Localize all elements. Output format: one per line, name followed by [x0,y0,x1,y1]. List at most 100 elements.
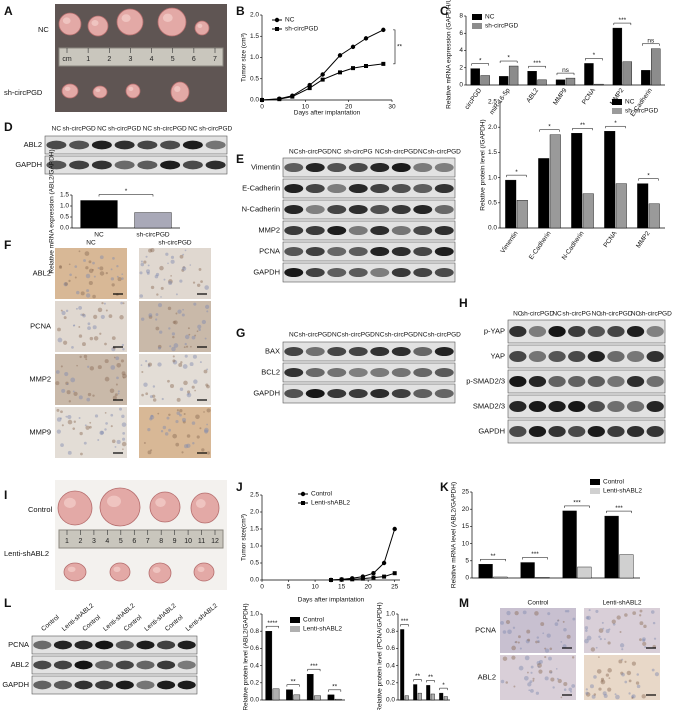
legend-label: NC [285,17,295,24]
ihc-texture [148,248,153,253]
ihc-texture [71,346,74,349]
ihc-texture [525,639,530,644]
ihc-texture [104,376,110,382]
blot-band [568,350,586,363]
ihc-texture [512,626,516,629]
ihc-texture [59,417,62,420]
ihc-texture [608,677,611,680]
ihc-texture [614,693,617,696]
tumor-highlight [128,86,134,91]
y-tick-label: 0.0 [250,577,259,584]
ihc-texture [67,414,72,420]
tumor [116,8,144,36]
ihc-texture [78,326,81,328]
ihc-texture [182,420,186,424]
x-tick-label: 15 [338,584,346,591]
blot-band [284,183,304,194]
ihc-texture [544,655,547,659]
lane-label: NC [513,311,523,318]
ihc-texture [616,615,621,620]
y-axis-label: Tumor size (cm³) [241,33,248,82]
ihc-texture [184,444,189,449]
ihc-texture [528,689,531,692]
blot-band [370,162,390,173]
significance-bracket [265,625,279,629]
bar [413,684,418,701]
y-tick-label: 0.5 [250,560,259,567]
ihc-texture [563,681,568,687]
ihc-texture [628,692,631,695]
row-label: Vimentin [251,162,280,171]
ihc-texture [187,327,190,330]
ihc-texture [155,313,159,316]
ihc-texture [529,680,533,684]
ihc-texture [89,421,92,424]
ihc-texture [187,393,190,396]
ihc-texture [615,694,620,700]
point [360,576,365,581]
bar [480,75,490,86]
ihc-texture [547,612,551,616]
significance: ** [332,684,338,691]
y-tick-label: 1.5 [488,149,497,156]
panel-letter: H [459,296,468,310]
ihc-texture [192,354,197,359]
ihc-texture [626,670,632,676]
ihc-texture [87,326,91,331]
ihc-texture [196,283,201,288]
ihc-texture [526,629,531,634]
lane-label: sh-circPGD [599,311,633,318]
panel-letter: G [236,326,245,340]
ihc-texture [148,315,153,319]
ihc-texture [70,377,76,383]
ihc-texture [119,407,122,411]
ihc-texture [557,619,559,622]
ihc-texture [172,355,175,358]
blot-band [284,388,304,399]
ihc-texture [152,385,156,388]
y-tick-label: 1.0 [250,54,259,61]
ihc-texture [176,411,181,416]
blot-band [348,204,368,215]
ihc-texture [537,640,540,643]
lane-label: sh-circPGD [199,126,233,133]
row-label: MMP9 [29,427,51,436]
ihc-texture [562,620,565,623]
ihc-texture [117,277,122,282]
ihc-texture [591,694,596,699]
ihc-texture [600,677,605,681]
blot-strip [31,635,198,655]
y-tick-label: 2.0 [250,12,259,19]
ihc-texture [179,413,182,417]
blot-band [177,680,196,690]
ihc-texture [172,320,176,324]
column-label: sh-circPGD [158,240,192,247]
bar [535,577,550,579]
ihc-texture [83,354,88,359]
ruler-label: 5 [171,56,175,63]
ihc-texture [76,364,78,367]
ihc-texture [111,439,116,444]
ihc-texture [173,320,178,325]
ruler-label: 12 [211,538,219,545]
blot-band [626,350,645,363]
row-label: PCNA [259,246,280,255]
significance: *** [531,551,539,558]
blot-band [305,246,325,257]
ihc-texture [147,450,152,455]
ihc-texture [619,643,625,648]
blot-band [434,225,454,236]
ihc-texture [568,687,573,692]
significance-bracket [393,29,396,65]
blot-band [568,375,586,388]
point [338,70,342,75]
blot-band [587,400,605,413]
y-tick-label: 0.4 [386,662,395,669]
x-tick-label: 0 [260,104,264,111]
ihc-texture [116,376,119,380]
ihc-texture [78,250,81,253]
tumor [157,7,187,37]
ihc-texture [146,271,150,275]
ihc-texture [150,414,154,418]
ihc-texture [518,635,521,639]
